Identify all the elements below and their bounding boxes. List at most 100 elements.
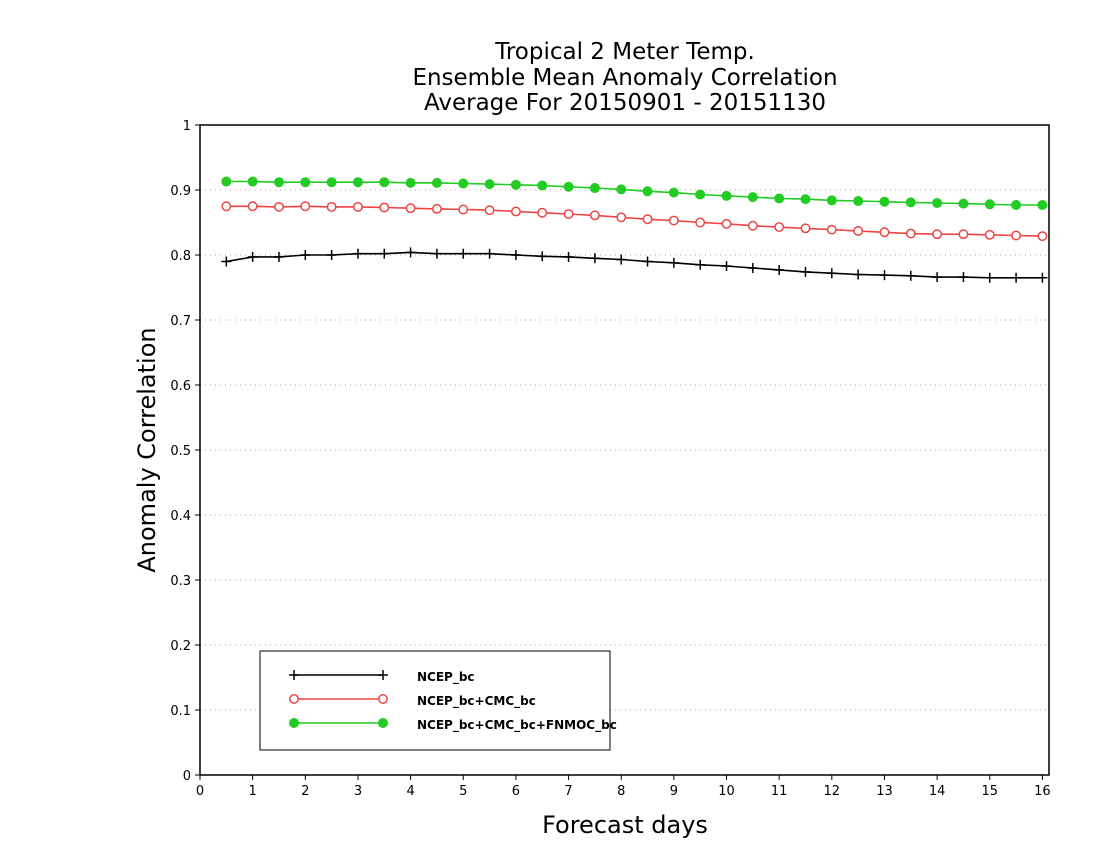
data-point-ncep-cmc-fnmoc <box>405 177 416 188</box>
series-ncep-bc <box>221 247 1048 283</box>
data-point-ncep-bc <box>300 250 311 260</box>
data-point-ncep-cmc <box>353 201 363 212</box>
data-point-ncep-bc <box>1011 272 1022 283</box>
data-point-ncep-bc <box>695 259 706 270</box>
data-point-ncep-cmc <box>774 222 785 233</box>
chart-title-line-3: Average For 20150901 - 20151130 <box>424 90 826 116</box>
x-tick-label: 0 <box>196 784 204 799</box>
data-point-ncep-cmc <box>984 229 995 240</box>
grid-layer <box>200 189 1049 711</box>
x-tick-label: 1 <box>249 784 257 799</box>
y-tick-label: 0.3 <box>170 574 191 589</box>
x-tick-label: 13 <box>876 784 893 799</box>
data-point-ncep-cmc-fnmoc <box>616 184 627 195</box>
y-tick-label: 0.1 <box>170 704 191 719</box>
data-point-ncep-cmc-fnmoc <box>221 176 232 187</box>
data-point-ncep-bc <box>431 248 442 259</box>
data-point-ncep-cmc-fnmoc <box>668 187 679 198</box>
series-ncep-cmc <box>221 201 1048 242</box>
x-tick-label: 14 <box>929 784 946 799</box>
data-point-ncep-cmc <box>668 215 679 226</box>
data-point-ncep-cmc <box>616 212 627 223</box>
data-point-ncep-bc <box>405 247 416 258</box>
legend-label-ncep-cmc-fnmoc: NCEP_bc+CMC_bc+FNMOC_bc <box>417 718 617 733</box>
chart-title-line-2: Ensemble Mean Anomaly Correlation <box>412 65 837 91</box>
legend-marker-ncep-cmc <box>378 694 388 704</box>
data-point-ncep-cmc <box>747 220 758 231</box>
x-tick-label: 3 <box>354 784 362 799</box>
legend-marker-ncep-bc <box>378 670 388 680</box>
data-point-ncep-cmc-fnmoc <box>300 177 311 188</box>
data-point-ncep-bc <box>853 269 864 280</box>
data-point-ncep-bc <box>510 250 521 260</box>
data-point-ncep-bc <box>537 251 548 262</box>
data-point-ncep-cmc <box>826 224 837 235</box>
data-point-ncep-cmc-fnmoc <box>431 177 442 188</box>
series-line-ncep-cmc-fnmoc <box>226 180 1043 206</box>
data-point-ncep-cmc <box>905 228 916 239</box>
data-point-ncep-cmc-fnmoc <box>589 183 600 194</box>
data-point-ncep-bc <box>221 256 232 267</box>
data-point-ncep-bc <box>563 251 574 262</box>
data-point-ncep-cmc-fnmoc <box>273 177 284 188</box>
x-tick-label: 11 <box>771 784 788 799</box>
data-point-ncep-cmc <box>563 209 574 220</box>
data-point-ncep-cmc <box>879 227 890 238</box>
data-point-ncep-cmc-fnmoc <box>352 177 363 188</box>
legend: NCEP_bc NCEP_bc+CMC_bc NCEP_bc+CMC_bc+FN… <box>259 650 617 751</box>
x-tick-label: 9 <box>670 784 678 799</box>
y-tick-label: 0.5 <box>170 444 191 459</box>
legend-marker-ncep-bc <box>289 670 299 680</box>
data-point-ncep-cmc <box>300 201 311 212</box>
series-ncep-cmc-fnmoc <box>221 176 1048 210</box>
data-point-ncep-cmc-fnmoc <box>984 199 995 210</box>
data-point-ncep-cmc <box>642 214 653 225</box>
data-point-ncep-cmc-fnmoc <box>958 198 969 209</box>
data-point-ncep-bc <box>379 248 390 259</box>
data-point-ncep-cmc <box>1011 230 1022 241</box>
data-point-ncep-cmc <box>247 201 258 212</box>
x-axis-title: Forecast days <box>542 811 708 839</box>
data-point-ncep-cmc <box>721 218 732 229</box>
y-tick-label: 0.6 <box>170 379 191 394</box>
data-point-ncep-cmc-fnmoc <box>537 180 548 191</box>
data-point-ncep-cmc-fnmoc <box>879 196 890 207</box>
legend-marker-ncep-cmc-fnmoc <box>378 718 388 728</box>
series-layer <box>221 176 1048 283</box>
data-point-ncep-cmc-fnmoc <box>642 186 653 197</box>
data-point-ncep-cmc <box>800 223 811 234</box>
data-point-ncep-cmc <box>1037 231 1048 242</box>
x-tick-label: 6 <box>512 784 520 799</box>
legend-label-ncep-bc: NCEP_bc <box>417 670 475 685</box>
data-point-ncep-bc <box>326 250 337 260</box>
y-tick-label: 0.8 <box>170 249 191 264</box>
y-tick-label: 1 <box>183 119 191 134</box>
y-axis-title: Anomaly Correlation <box>133 327 161 572</box>
data-point-ncep-cmc <box>853 226 864 236</box>
data-point-ncep-cmc <box>958 229 969 240</box>
data-point-ncep-cmc <box>458 204 469 215</box>
data-point-ncep-cmc-fnmoc <box>747 192 758 203</box>
data-point-ncep-bc <box>721 261 732 272</box>
data-point-ncep-cmc <box>537 207 548 218</box>
x-tick-label: 16 <box>1034 784 1051 799</box>
legend-label-ncep-cmc: NCEP_bc+CMC_bc <box>417 694 536 709</box>
data-point-ncep-cmc <box>695 217 706 228</box>
series-line-ncep-cmc <box>226 205 1043 237</box>
data-point-ncep-cmc-fnmoc <box>774 193 785 204</box>
data-point-ncep-bc <box>984 272 995 283</box>
data-point-ncep-cmc-fnmoc <box>905 197 916 208</box>
legend-box <box>259 650 611 751</box>
data-point-ncep-cmc <box>484 205 495 216</box>
data-point-ncep-cmc-fnmoc <box>853 196 864 207</box>
data-point-ncep-bc <box>905 270 916 281</box>
data-point-ncep-bc <box>484 248 495 259</box>
data-point-ncep-bc <box>458 248 469 259</box>
data-point-ncep-cmc <box>405 203 416 214</box>
data-point-ncep-cmc-fnmoc <box>510 179 521 190</box>
data-point-ncep-cmc <box>431 203 442 214</box>
data-point-ncep-cmc-fnmoc <box>1037 199 1048 210</box>
x-tick-label: 12 <box>824 784 841 799</box>
